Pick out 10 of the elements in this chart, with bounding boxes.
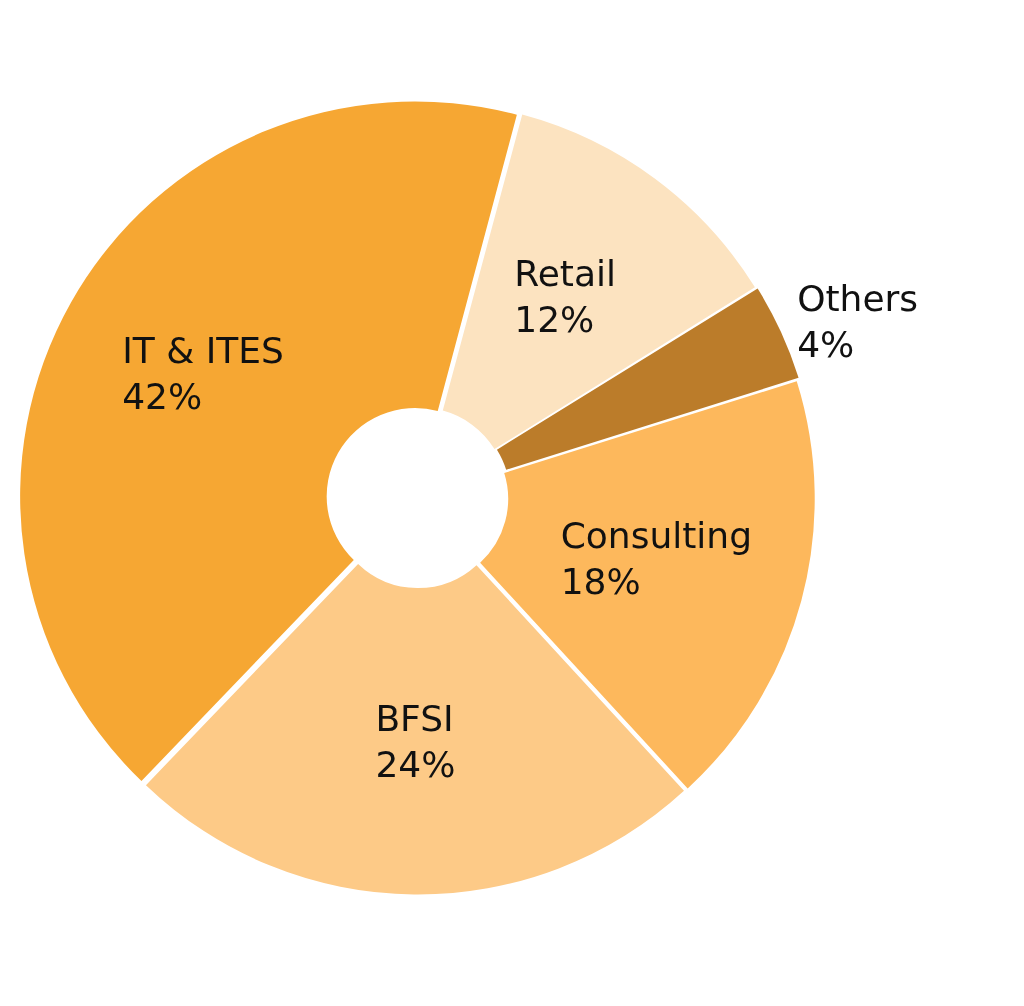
- slice-label: IT & ITES: [122, 330, 284, 372]
- slice-label: Retail: [514, 253, 616, 295]
- data-label: 4%: [797, 323, 855, 365]
- data-label: 18%: [560, 561, 641, 603]
- slice-label: Consulting: [560, 515, 752, 557]
- data-label: 12%: [514, 299, 595, 341]
- slice-label: BFSI: [375, 698, 454, 740]
- data-label: 42%: [122, 376, 203, 418]
- data-label: 24%: [375, 744, 456, 786]
- slice-label: Others: [797, 277, 919, 319]
